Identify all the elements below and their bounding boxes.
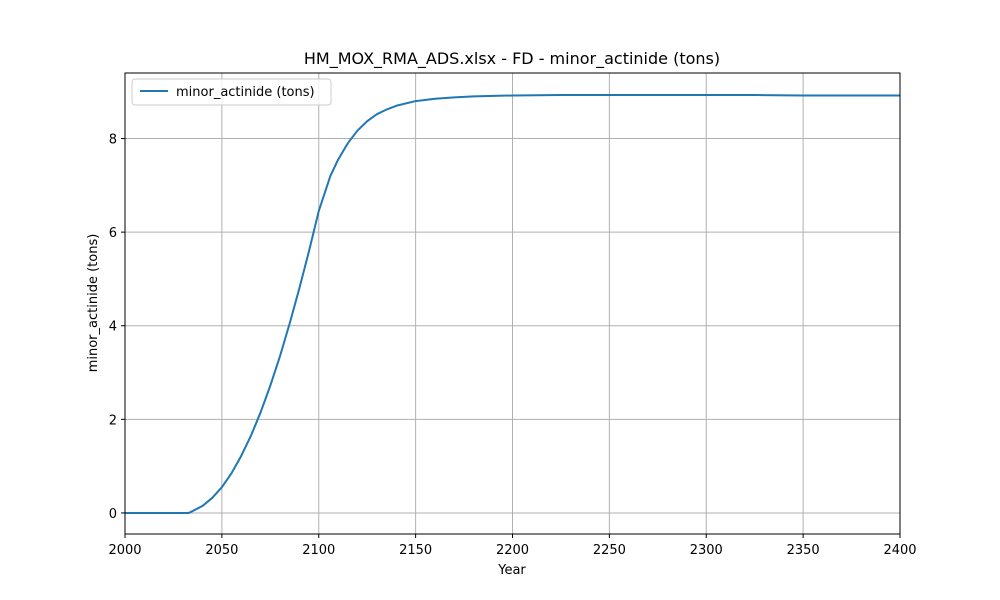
x-tick-label: 2100 [302,543,335,558]
chart-title: HM_MOX_RMA_ADS.xlsx - FD - minor_actinid… [304,49,720,69]
series-line [125,94,900,514]
legend-label: minor_actinide (tons) [176,85,315,100]
y-tick-label: 2 [109,413,117,428]
x-tick-label: 2050 [205,543,238,558]
x-tick-label: 2350 [787,543,820,558]
legend-box [131,78,332,106]
y-tick-label: 4 [109,320,117,335]
y-tick-label: 6 [109,226,117,241]
x-tick-label: 2300 [690,543,723,558]
x-tick-label: 2200 [496,543,529,558]
y-axis-label: minor_actinide (tons) [86,234,101,373]
x-tick-label: 2250 [593,543,626,558]
x-tick-label: 2000 [108,543,141,558]
tick-layer: 2000 2050 2100 2150 2200 2250 2300 2350 2400 0 2 4 6… [108,133,916,558]
y-tick-label: 0 [109,507,117,522]
x-axis-label: Year [497,563,526,578]
y-tick-label: 8 [109,133,117,148]
x-tick-label: 2400 [883,543,916,558]
x-tick-label: 2150 [399,543,432,558]
series-layer [125,94,900,514]
legend: minor_actinide (tons) [131,78,332,106]
